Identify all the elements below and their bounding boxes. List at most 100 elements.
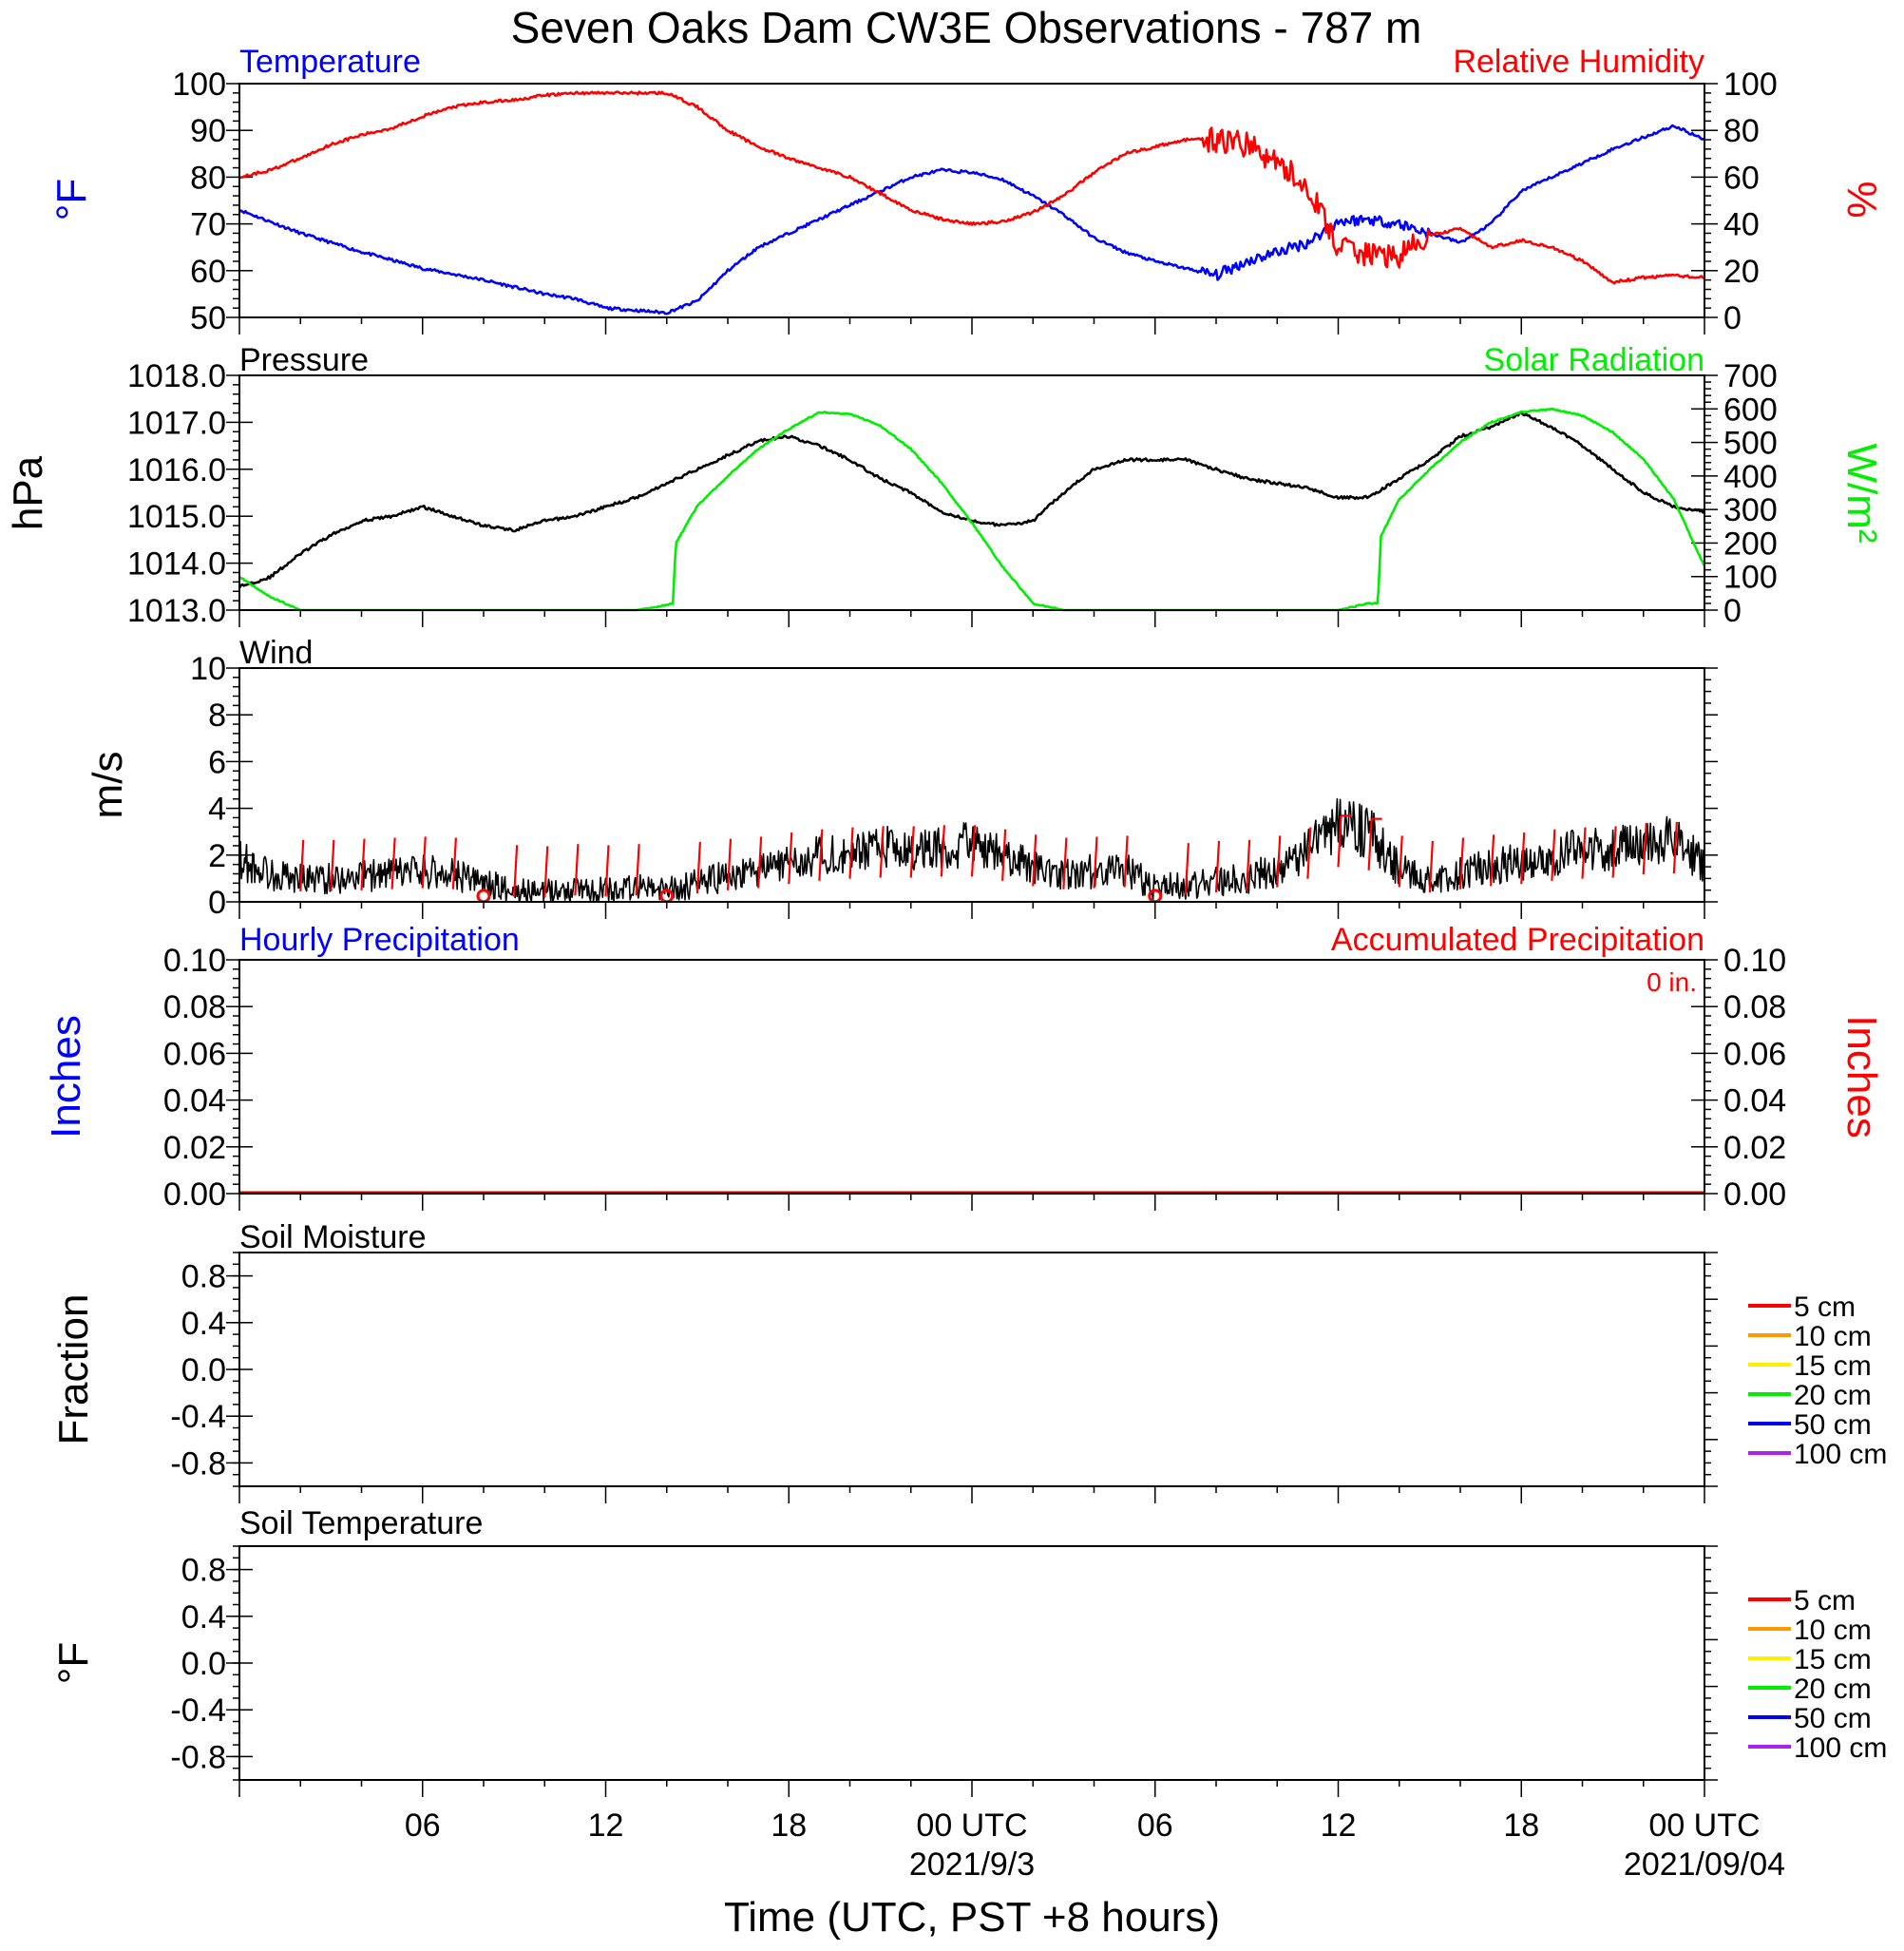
- accumulated-precip-axis-title: Inches: [1838, 1015, 1885, 1138]
- soil-moisture-title: Soil Moisture: [239, 1219, 427, 1255]
- wind-ticks: 10 8 6 4 2 0: [190, 651, 1718, 921]
- precip-left-tick-label: 0.00: [163, 1176, 226, 1213]
- precip-frame: [238, 959, 1705, 1195]
- time-tick-label: 06: [1137, 1808, 1173, 1844]
- wind-barb: [1398, 835, 1403, 888]
- wind-barb: [604, 845, 610, 897]
- wind-barb: [1337, 815, 1342, 868]
- wind-barb: [543, 846, 549, 898]
- wind-barb: [1551, 829, 1556, 881]
- wind-barb: [1611, 826, 1617, 878]
- wind-barb: [818, 829, 824, 881]
- wind-barb: [1520, 832, 1526, 885]
- chart-title: Seven Oaks Dam CW3E Observations - 787 m: [511, 3, 1422, 52]
- wind-barb: [330, 839, 335, 891]
- temperature-left-tick-label: 60: [190, 254, 226, 290]
- calm-wind-marker: [476, 889, 491, 904]
- accumulated-precip-right-tick-label: 0.00: [1723, 1176, 1786, 1213]
- date-label: 2021/9/3: [909, 1846, 1035, 1883]
- temperature-axis-title: °F: [48, 179, 95, 220]
- humidity-right-tick-label: 60: [1723, 160, 1760, 196]
- soil-moisture-left-tick-label: 0.0: [181, 1352, 226, 1388]
- panel-soil-moisture: Soil Moisture Fraction 0.8 0.4 0.0 -0.4 -0.8…: [50, 1219, 1887, 1503]
- time-tick-label: 12: [588, 1808, 624, 1844]
- soil-temperature-legend-label: 20 cm: [1794, 1674, 1872, 1705]
- time-tick-label: 18: [1503, 1808, 1539, 1844]
- solar-radiation-line: [238, 407, 1706, 612]
- panel-temperature-humidity: Temperature Relative Humidity °F % 100 90…: [48, 44, 1885, 336]
- wind-barb: [1184, 843, 1190, 895]
- wind-frame: [238, 667, 1705, 903]
- solar-right-tick-label: 600: [1723, 392, 1778, 428]
- pressure-left-tick-label: 1016.0: [127, 452, 226, 488]
- soil-temperature-title: Soil Temperature: [239, 1505, 483, 1541]
- humidity-right-tick-label: 40: [1723, 207, 1760, 243]
- soil-moisture-left-tick-label: -0.4: [170, 1399, 226, 1435]
- wind-left-tick-label: 10: [190, 651, 226, 687]
- soil-temperature-left-tick-label: 0.4: [181, 1599, 226, 1635]
- soil-temperature-legend-label: 15 cm: [1794, 1644, 1872, 1675]
- time-tick-label: 06: [405, 1808, 441, 1844]
- solar-right-tick-label: 400: [1723, 459, 1778, 495]
- pressure-line: [238, 411, 1705, 589]
- wind-barb: [1276, 835, 1282, 888]
- solar-axis-title: W/m²: [1838, 443, 1885, 543]
- wind-barb: [451, 837, 457, 889]
- wind-left-tick-label: 4: [208, 792, 226, 828]
- soil-temperature-left-tick-label: -0.8: [170, 1739, 226, 1775]
- soil-temperature-legend-label: 10 cm: [1794, 1615, 1872, 1646]
- soil-moisture-left-tick-label: -0.8: [170, 1445, 226, 1482]
- wind-barb: [848, 827, 854, 879]
- pressure-left-tick-label: 1018.0: [127, 358, 226, 394]
- temperature-line: [238, 124, 1705, 316]
- accumulated-precip-right-tick-label: 0.04: [1723, 1083, 1786, 1119]
- wind-barb: [940, 825, 945, 877]
- time-axis-title: Time (UTC, PST +8 hours): [724, 1894, 1220, 1941]
- soil-moisture-left-tick-label: 0.4: [181, 1306, 226, 1342]
- pressure-left-tick-label: 1017.0: [127, 405, 226, 441]
- precip-ticks: 0.10 0.08 0.06 0.04 0.02 0.00 0.10 0.08 0.06 0.04…: [163, 943, 1786, 1213]
- temperature-humidity-lines: [238, 90, 1705, 316]
- solar-right-tick-label: 500: [1723, 426, 1778, 462]
- pressure-axis-title: hPa: [5, 455, 51, 530]
- soil-temperature-axis-title: °F: [50, 1642, 97, 1684]
- wind-barb: [1093, 836, 1098, 889]
- wind-barb: [635, 844, 640, 896]
- wind-barb: [1123, 835, 1129, 888]
- time-tick-label: 18: [771, 1808, 807, 1844]
- soil-temperature-frame: [238, 1545, 1705, 1781]
- humidity-panel-title: Relative Humidity: [1453, 44, 1704, 80]
- wind-barb: [360, 838, 366, 890]
- wind-barb: [788, 832, 793, 885]
- wind-barb: [1672, 821, 1678, 874]
- wind-barb: [1458, 837, 1465, 889]
- soil-temperature-legend-label: 100 cm: [1794, 1732, 1887, 1764]
- pressure-left-tick-label: 1013.0: [127, 593, 226, 629]
- wind-left-tick-label: 8: [208, 698, 226, 734]
- panel-pressure-solar: Pressure Solar Radiation hPa W/m² 1018.0…: [5, 342, 1885, 629]
- pressure-solar-frame: [238, 374, 1705, 611]
- soil-moisture-legend-label: 50 cm: [1794, 1409, 1872, 1441]
- accumulated-precip-right-tick-label: 0.06: [1723, 1036, 1786, 1072]
- humidity-axis-title: %: [1838, 181, 1885, 218]
- humidity-right-tick-label: 80: [1723, 113, 1760, 149]
- soil-temperature-left-tick-label: 0.8: [181, 1553, 226, 1589]
- soil-moisture-legend-label: 100 cm: [1794, 1439, 1887, 1470]
- wind-barb: [390, 837, 396, 889]
- solar-right-tick-label: 100: [1723, 560, 1778, 596]
- soil-temperature-left-tick-label: 0.0: [181, 1646, 226, 1682]
- temperature-left-tick-label: 90: [190, 113, 226, 149]
- humidity-right-tick-label: 100: [1723, 67, 1778, 103]
- hourly-precip-axis-title: Inches: [43, 1015, 89, 1138]
- solar-right-tick-label: 0: [1723, 593, 1742, 629]
- wind-barb: [757, 836, 763, 889]
- wind-speed-line: [238, 797, 1705, 903]
- wind-left-tick-label: 0: [208, 885, 226, 921]
- soil-temperature-ticks: 0.8 0.4 0.0 -0.4 -0.8: [170, 1545, 1718, 1797]
- temperature-humidity-frame: [238, 83, 1705, 318]
- panel-soil-temperature: Soil Temperature °F 0.8 0.4 0.0 -0.4 -0.8 5 …: [50, 1505, 1887, 1797]
- precip-left-tick-label: 0.02: [163, 1130, 226, 1166]
- wind-left-tick-label: 2: [208, 838, 226, 874]
